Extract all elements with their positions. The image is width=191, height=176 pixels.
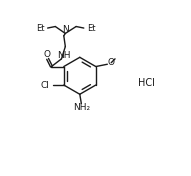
Text: Et: Et (87, 24, 95, 33)
Text: O: O (108, 58, 115, 67)
Text: NH₂: NH₂ (73, 103, 90, 112)
Text: Et: Et (36, 24, 45, 33)
Text: NH: NH (57, 51, 70, 59)
Text: Cl: Cl (40, 81, 49, 90)
Text: N: N (62, 25, 69, 34)
Text: HCl: HCl (138, 78, 155, 89)
Text: O: O (43, 50, 50, 59)
